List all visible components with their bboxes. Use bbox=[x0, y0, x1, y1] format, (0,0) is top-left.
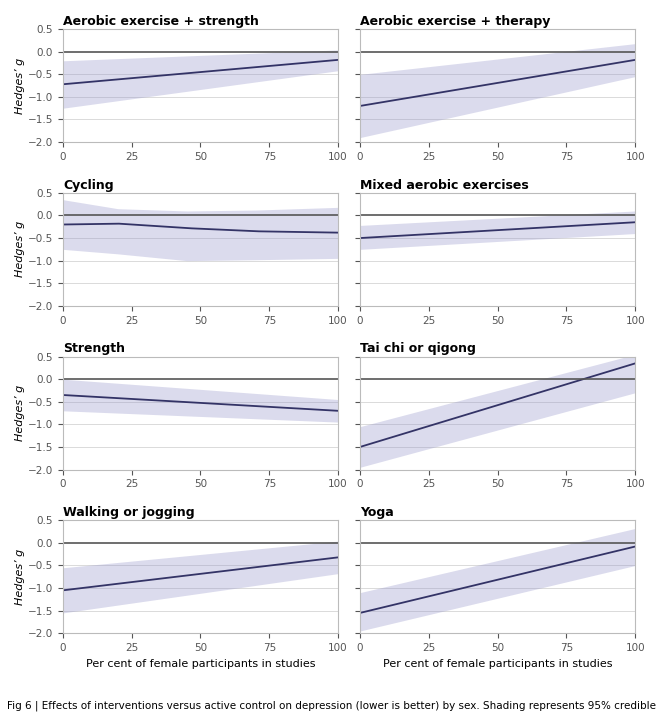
Text: Aerobic exercise + strength: Aerobic exercise + strength bbox=[63, 15, 259, 28]
Text: Mixed aerobic exercises: Mixed aerobic exercises bbox=[360, 179, 529, 192]
Text: Strength: Strength bbox=[63, 342, 125, 355]
X-axis label: Per cent of female participants in studies: Per cent of female participants in studi… bbox=[86, 659, 315, 669]
Text: Yoga: Yoga bbox=[360, 506, 394, 519]
Text: Aerobic exercise + therapy: Aerobic exercise + therapy bbox=[360, 15, 550, 28]
Text: Cycling: Cycling bbox=[63, 179, 114, 192]
Text: Tai chi or qigong: Tai chi or qigong bbox=[360, 342, 476, 355]
Text: Fig 6 | Effects of interventions versus active control on depression (lower is b: Fig 6 | Effects of interventions versus … bbox=[7, 700, 660, 711]
Y-axis label: Hedges’ g: Hedges’ g bbox=[15, 549, 25, 605]
Y-axis label: Hedges’ g: Hedges’ g bbox=[15, 221, 25, 278]
Y-axis label: Hedges’ g: Hedges’ g bbox=[15, 58, 25, 114]
Y-axis label: Hedges’ g: Hedges’ g bbox=[15, 385, 25, 441]
Text: Walking or jogging: Walking or jogging bbox=[63, 506, 195, 519]
X-axis label: Per cent of female participants in studies: Per cent of female participants in studi… bbox=[383, 659, 612, 669]
